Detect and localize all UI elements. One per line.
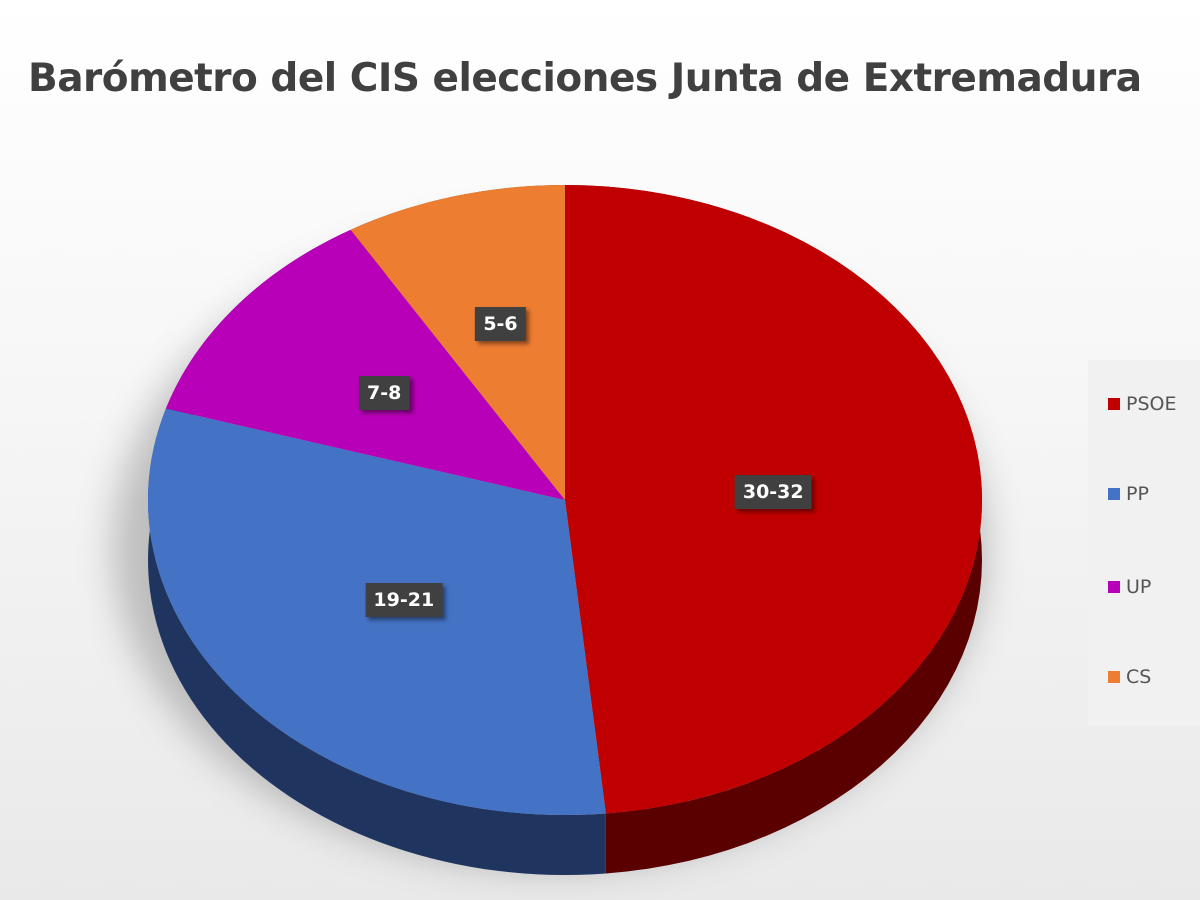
pie-side-pp [148, 408, 606, 875]
legend-label: PP [1126, 483, 1149, 505]
data-label-cs: 5-6 [475, 306, 526, 341]
legend-swatch [1108, 581, 1120, 593]
data-label-psoe: 30-32 [734, 475, 812, 510]
legend-swatch [1108, 398, 1120, 410]
pie-slice-cs [350, 185, 565, 500]
pie-slice-up [165, 229, 566, 500]
legend-item-up: UP [1108, 576, 1151, 598]
legend-label: PSOE [1126, 393, 1177, 415]
legend-item-cs: CS [1108, 666, 1151, 688]
legend-item-psoe: PSOE [1108, 393, 1176, 415]
legend-label: CS [1126, 666, 1152, 688]
data-label-pp: 19-21 [365, 582, 443, 617]
legend-swatch [1108, 671, 1120, 683]
data-label-up: 7-8 [359, 376, 410, 411]
chart-title: Barómetro del CIS elecciones Junta de Ex… [28, 56, 1142, 101]
legend-swatch [1108, 488, 1120, 500]
legend: PSOE PP UP CS [1088, 360, 1200, 725]
legend-label: UP [1126, 576, 1152, 598]
legend-item-pp: PP [1108, 483, 1149, 505]
